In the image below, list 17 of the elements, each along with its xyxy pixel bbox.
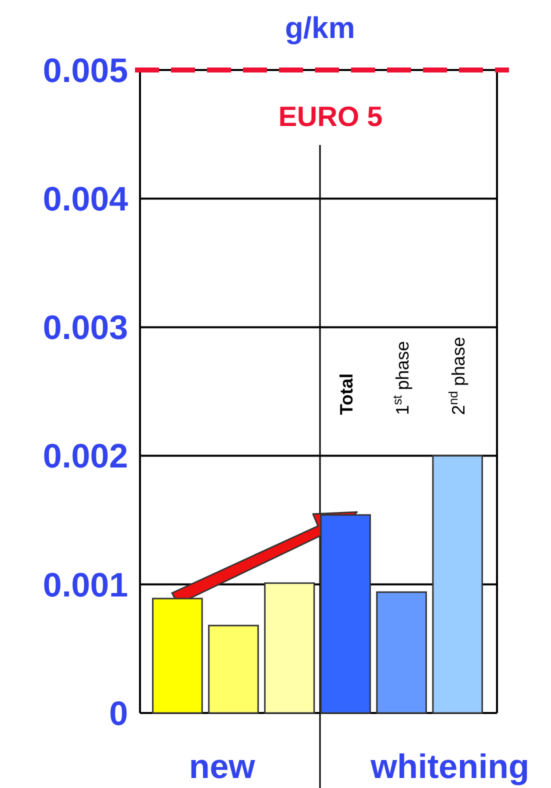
ref-line-label: EURO 5 — [278, 101, 383, 132]
y-tick-label: 0.001 — [42, 566, 128, 604]
bar — [320, 514, 371, 714]
text: whitening — [370, 748, 530, 786]
y-tick-label: 0.004 — [42, 180, 128, 218]
bar — [264, 582, 315, 714]
x-tick-label: Total — [336, 373, 357, 415]
y-tick-label: 0.002 — [42, 438, 128, 476]
chart-title: g/km — [284, 12, 356, 45]
bar — [432, 455, 483, 714]
y-tick-label: 0.005 — [42, 52, 128, 90]
text: new — [188, 748, 256, 786]
y-tick-label: 0 — [109, 694, 128, 733]
bar — [208, 624, 259, 714]
y-tick-label: 0.003 — [42, 309, 128, 348]
bar — [376, 591, 427, 714]
bar — [152, 598, 203, 714]
